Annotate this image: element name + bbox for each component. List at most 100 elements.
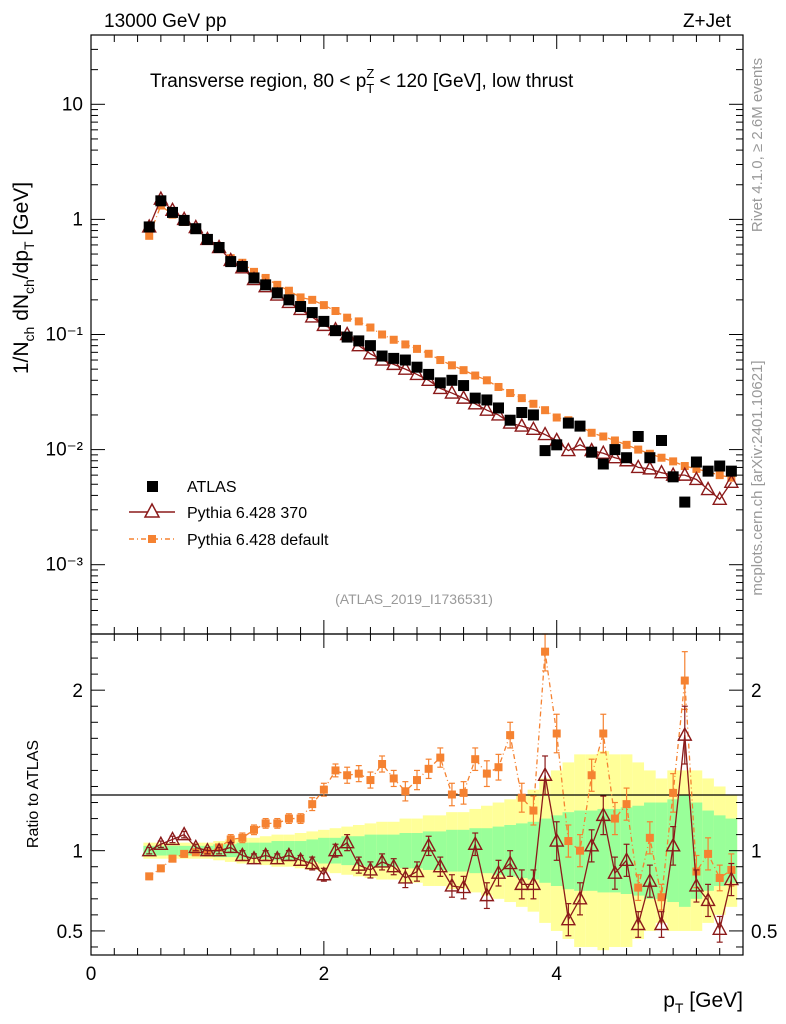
ratio-ylabel: Ratio to ATLAS: [25, 740, 42, 848]
pythia-default-point: [517, 394, 526, 403]
atlas-data-point: [295, 301, 307, 313]
pythia-default-point: [319, 301, 328, 310]
atlas-data-point: [562, 417, 574, 429]
ratio-default-point: [273, 819, 282, 828]
atlas-data-point: [225, 256, 237, 268]
ratio-370-point: [455, 879, 472, 894]
atlas-data-point: [481, 394, 493, 406]
ratio-band-inner: [434, 831, 447, 870]
ratio-band-inner: [364, 834, 377, 867]
ratio-default-point: [284, 814, 293, 823]
pythia-default-point: [587, 428, 596, 437]
ratio-370-point: [583, 837, 600, 852]
pythia-default-point: [145, 231, 154, 240]
pythia-default-point: [436, 356, 445, 365]
atlas-data-point: [527, 409, 539, 421]
pythia-370-point: [444, 384, 460, 399]
atlas-data-point: [632, 430, 644, 442]
ratio-370-point: [525, 875, 542, 891]
atlas-data-point: [213, 241, 225, 253]
pythia-370-point: [653, 464, 670, 479]
ratio-370-point: [723, 871, 740, 886]
atlas-data-point: [516, 407, 528, 419]
ratio-band-inner: [492, 826, 505, 875]
ratio-370-point: [444, 877, 460, 892]
ratio-370-point: [223, 838, 239, 854]
ratio-default-point: [354, 769, 363, 778]
atlas-data-point: [423, 368, 435, 380]
ratio-band-inner: [294, 841, 307, 861]
pythia-default-point: [366, 323, 375, 332]
ratio-370-point: [700, 891, 716, 907]
atlas-data-point: [190, 223, 202, 235]
ratio-default-point: [680, 676, 689, 685]
ratio-default-point: [389, 774, 398, 783]
ratio-band-inner: [306, 839, 319, 862]
ratio-default-point: [587, 771, 596, 780]
ratio-370-point: [630, 916, 646, 931]
plot-title: Transverse region, 80 < pZ T < 120 [GeV],…: [150, 66, 574, 96]
ratio-370-point: [386, 858, 402, 873]
ratio-370-point: [432, 858, 448, 873]
pythia-default-point: [680, 462, 689, 471]
ratio-default-point: [413, 776, 421, 785]
pythia-370-point: [607, 449, 623, 464]
ratio-default-point: [447, 790, 456, 799]
ratio-370-point: [409, 863, 425, 878]
ratio-370-point: [607, 864, 623, 879]
pythia-default-point: [447, 361, 456, 370]
ratio-band-inner: [690, 802, 703, 899]
atlas-data-point: [178, 214, 190, 226]
atlas-data-point: [725, 465, 737, 477]
pythia-default-point: [622, 440, 631, 449]
pythia-default-point: [494, 382, 503, 391]
legend-mc1-marker: [143, 502, 161, 518]
atlas-data-point: [411, 361, 423, 373]
ratio-370-point: [420, 837, 437, 852]
ratio-370-point: [281, 847, 297, 862]
main-y-tick-label: 10⁻²: [46, 440, 84, 461]
atlas-data-point: [644, 452, 656, 464]
atlas-data-point: [167, 206, 178, 218]
atlas-data-point: [714, 460, 726, 472]
ratio-default-point: [529, 806, 538, 815]
ratio-default-point: [261, 819, 270, 828]
ratio-370-point: [537, 766, 553, 781]
atlas-data-point: [702, 465, 714, 477]
ratio-default-point: [378, 760, 387, 769]
ratio-default-point: [296, 814, 305, 823]
ratio-370-point: [479, 887, 495, 902]
ratio-370-point: [269, 850, 285, 865]
pythia-370-point: [595, 444, 611, 459]
ratio-default-point: [610, 814, 619, 823]
ratio-default-point: [331, 766, 340, 775]
atlas-data-point: [271, 287, 283, 299]
ratio-370-point: [351, 856, 367, 871]
ratio-default-point: [156, 864, 165, 873]
pythia-370-point: [397, 360, 414, 375]
ratio-370-point: [688, 877, 705, 892]
atlas-data-point: [353, 335, 365, 347]
x-tick-label: 4: [551, 964, 562, 985]
atlas-data-point: [306, 307, 318, 319]
pythia-default-point: [261, 273, 270, 282]
ratio-default-point: [238, 833, 247, 842]
pythia-370-point: [688, 471, 705, 486]
pythia-default-point: [331, 307, 340, 316]
legend-mc2-marker: [148, 535, 156, 543]
ratio-370-point: [246, 850, 262, 865]
main-y-tick-label: 10: [62, 94, 83, 115]
ratio-panel: 0.5 0.5 1 1 2 2 0 2 4 Ratio to ATLAS pT [GeV]: [25, 633, 777, 1016]
ratio-band-inner: [387, 834, 400, 867]
ratio-band-inner: [446, 829, 458, 872]
ratio-band-inner: [539, 818, 551, 883]
main-y-tick-label: 10⁻³: [46, 555, 84, 576]
atlas-data-point: [504, 414, 516, 426]
ratio-default-point: [715, 873, 724, 882]
pythia-370-point: [630, 458, 646, 474]
ratio-370-point: [677, 726, 693, 741]
atlas-data-point: [469, 392, 481, 404]
pythia-370-point: [712, 490, 728, 506]
ratio-band-inner: [632, 805, 645, 896]
